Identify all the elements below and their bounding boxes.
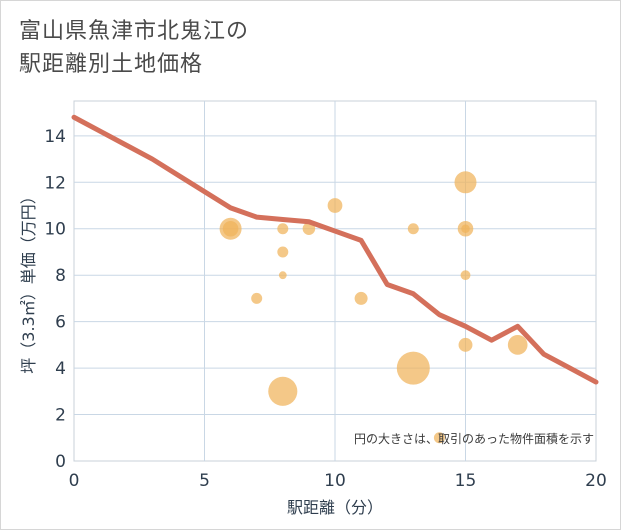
data-bubble xyxy=(460,270,471,281)
data-bubble xyxy=(433,432,445,444)
data-bubble xyxy=(458,337,473,352)
data-bubble xyxy=(268,376,298,406)
data-bubble xyxy=(507,335,528,355)
chart-title-line-2: 駅距離別土地価格 xyxy=(19,52,204,77)
bubble-series xyxy=(219,171,528,444)
data-bubble xyxy=(327,198,343,213)
x-tick-label: 15 xyxy=(455,471,477,491)
data-bubble xyxy=(407,223,419,235)
grid-lines xyxy=(74,101,596,461)
y-tick-label: 0 xyxy=(55,452,66,472)
y-tick-label: 10 xyxy=(44,220,66,240)
chart-title-line-1: 富山県魚津市北鬼江の xyxy=(19,19,250,44)
x-tick-label: 5 xyxy=(199,471,210,491)
y-tick-label: 6 xyxy=(55,313,66,333)
y-tick-label: 2 xyxy=(55,406,66,426)
data-bubble xyxy=(354,291,368,305)
y-tick-labels: 0 2 4 6 8 10 12 14 xyxy=(44,127,66,472)
x-axis-title: 駅距離（分） xyxy=(287,498,383,517)
trend-line xyxy=(71,114,599,385)
y-tick-label: 4 xyxy=(55,359,66,379)
data-bubble xyxy=(222,220,239,237)
y-tick-label: 12 xyxy=(44,173,66,193)
data-bubble xyxy=(251,292,263,304)
data-bubble xyxy=(277,246,289,258)
x-tick-label: 20 xyxy=(585,471,607,491)
data-bubble xyxy=(454,171,477,194)
y-axis-title: 坪（3.3㎡）単価（万円） xyxy=(19,188,38,373)
data-bubble xyxy=(302,222,316,236)
y-tick-label: 14 xyxy=(44,127,66,147)
trend-line-group xyxy=(71,114,599,385)
data-bubble xyxy=(461,224,470,234)
chart-title: 富山県魚津市北鬼江の 駅距離別土地価格 xyxy=(19,15,249,81)
data-bubble xyxy=(277,223,289,235)
x-tick-labels: 0 5 10 15 20 xyxy=(69,471,607,491)
x-tick-label: 10 xyxy=(324,471,346,491)
data-bubble xyxy=(396,351,430,385)
x-tick-label: 0 xyxy=(69,471,80,491)
data-bubble xyxy=(278,271,287,280)
chart-note: 円の大きさは、取引のあった物件面積を示す xyxy=(354,431,594,446)
y-tick-label: 8 xyxy=(55,266,66,286)
